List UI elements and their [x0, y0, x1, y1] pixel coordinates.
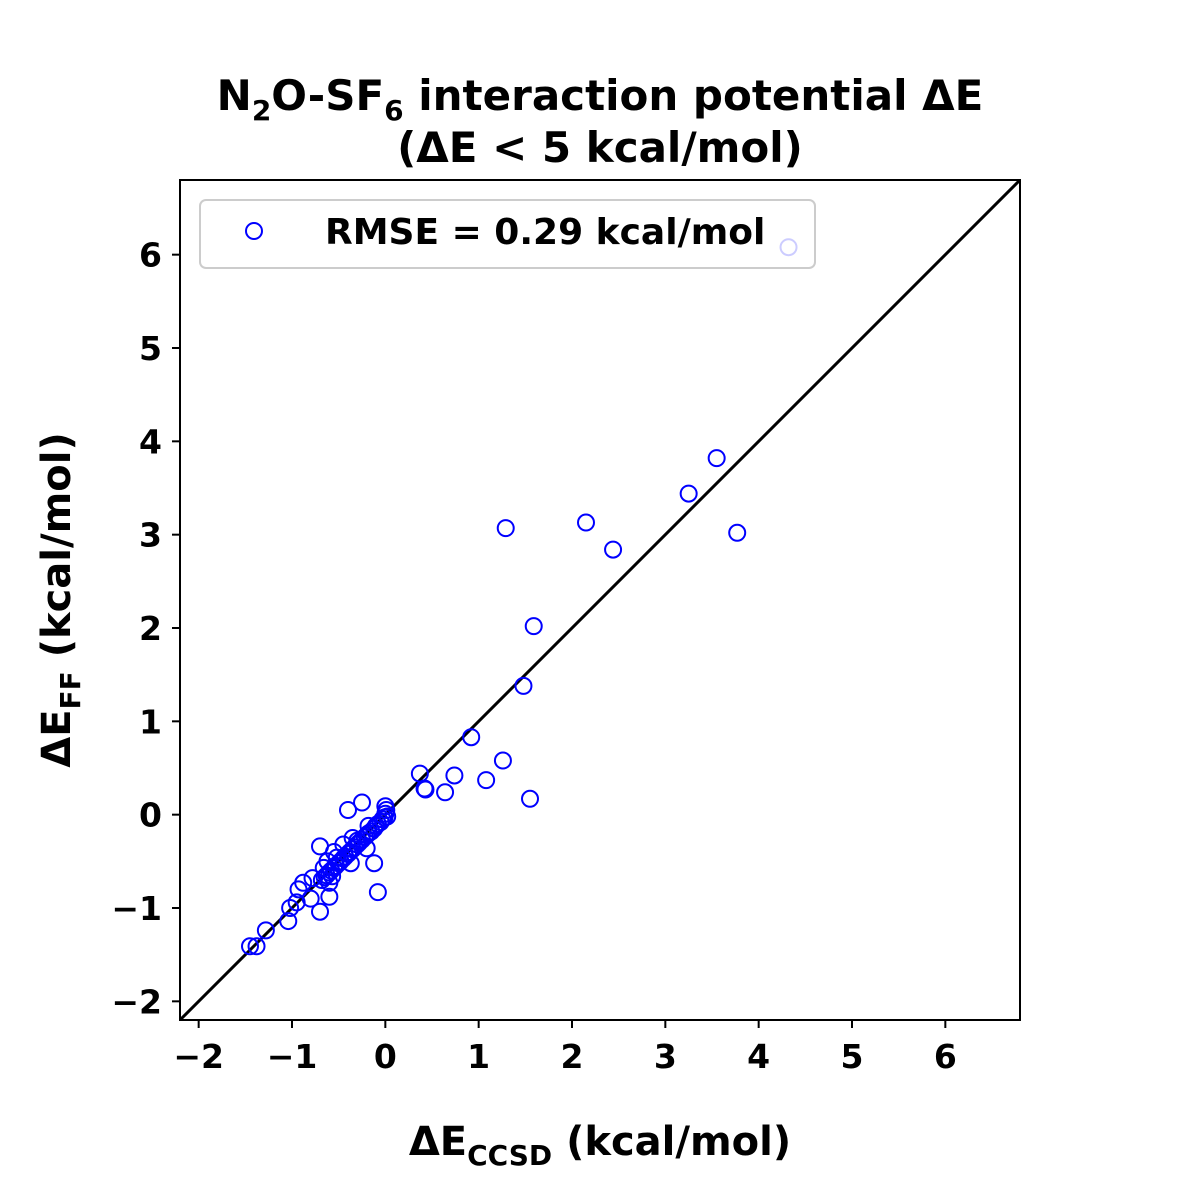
data-point: [311, 902, 329, 921]
y-axis-title-main: ΔE: [34, 709, 80, 767]
title-sub-6: 6: [384, 94, 403, 127]
data-point: [353, 793, 371, 812]
data-point: [514, 676, 533, 695]
data-point: [303, 869, 322, 888]
data-point: [477, 771, 496, 790]
data-point: [339, 801, 357, 819]
data-point: [320, 887, 339, 906]
y-tick-label: −2: [111, 982, 162, 1021]
data-point: [317, 866, 336, 885]
x-axis-title: ΔECCSD (kcal/mol): [409, 1119, 791, 1172]
data-point: [521, 789, 539, 808]
y-axis-title-sub: FF: [54, 671, 87, 709]
y-tick-label: 5: [139, 329, 162, 368]
data-point: [371, 813, 390, 832]
data-point: [289, 880, 308, 899]
data-point: [256, 921, 275, 940]
data-point: [327, 848, 346, 867]
y-tick-label: 2: [139, 609, 162, 648]
data-point: [323, 867, 342, 886]
data-point: [415, 779, 434, 798]
x-tick-label: 4: [747, 1037, 770, 1076]
title-part-n: N: [217, 71, 252, 120]
y-tick-label: 0: [139, 796, 162, 835]
series-points: [241, 238, 798, 956]
data-point: [279, 912, 298, 931]
y-axis-title-unit: (kcal/mol): [34, 432, 80, 671]
y-axis-title: ΔEFF (kcal/mol): [34, 432, 87, 768]
legend-box: [199, 199, 816, 269]
data-point: [311, 837, 329, 856]
x-tick-label: 5: [841, 1037, 864, 1076]
x-tick-label: 6: [934, 1037, 957, 1076]
data-point: [604, 540, 623, 559]
data-point: [312, 871, 331, 889]
y-tick-label: 1: [139, 702, 162, 741]
data-point: [281, 899, 300, 917]
data-point: [348, 831, 367, 850]
y-tick-label: 3: [139, 516, 162, 555]
x-axis-title-main: ΔE: [409, 1119, 467, 1165]
x-tick-label: 3: [654, 1037, 677, 1076]
x-tick-label: −2: [173, 1037, 224, 1076]
data-point: [336, 847, 355, 866]
data-point: [287, 893, 306, 912]
data-point: [359, 816, 378, 835]
y-tick-label: 6: [139, 236, 162, 275]
title-part-rest: interaction potential ΔE: [404, 71, 984, 120]
data-point: [577, 513, 595, 532]
y-axis-ticks: −2 −1 0 1 2 3 4 5 6: [111, 236, 180, 1021]
x-tick-label: 0: [374, 1037, 397, 1076]
data-point: [365, 854, 384, 873]
legend-label: RMSE = 0.29 kcal/mol: [325, 212, 765, 253]
x-axis-title-unit: (kcal/mol): [552, 1119, 791, 1165]
legend: RMSE = 0.29 kcal/mol: [199, 199, 816, 269]
x-tick-label: −1: [267, 1037, 318, 1076]
data-point: [496, 519, 515, 538]
x-axis-title-sub: CCSD: [467, 1139, 552, 1172]
data-point: [524, 617, 543, 636]
chart-title-line1: N2O-SF6 interaction potential ΔE: [217, 71, 984, 127]
data-point: [707, 449, 726, 468]
data-point: [445, 766, 464, 785]
y-tick-label: 4: [139, 422, 162, 461]
data-point: [436, 783, 455, 802]
data-point: [331, 852, 350, 871]
title-part-osf: O-SF: [271, 71, 384, 120]
data-point: [368, 883, 387, 902]
data-point: [462, 728, 481, 747]
x-tick-label: 1: [467, 1037, 490, 1076]
x-tick-label: 2: [561, 1037, 584, 1076]
title-sub-2: 2: [252, 94, 271, 127]
data-point: [343, 829, 362, 847]
data-point: [679, 484, 698, 503]
data-point: [241, 937, 259, 956]
legend-marker: [245, 222, 263, 240]
data-point: [493, 751, 512, 770]
chart-title-line2: (ΔE < 5 kcal/mol): [397, 123, 803, 172]
data-point: [728, 523, 747, 542]
x-axis-ticks: −2 −1 0 1 2 3 4 5 6: [173, 1020, 957, 1076]
y-tick-label: −1: [111, 889, 162, 928]
data-point: [247, 937, 266, 956]
